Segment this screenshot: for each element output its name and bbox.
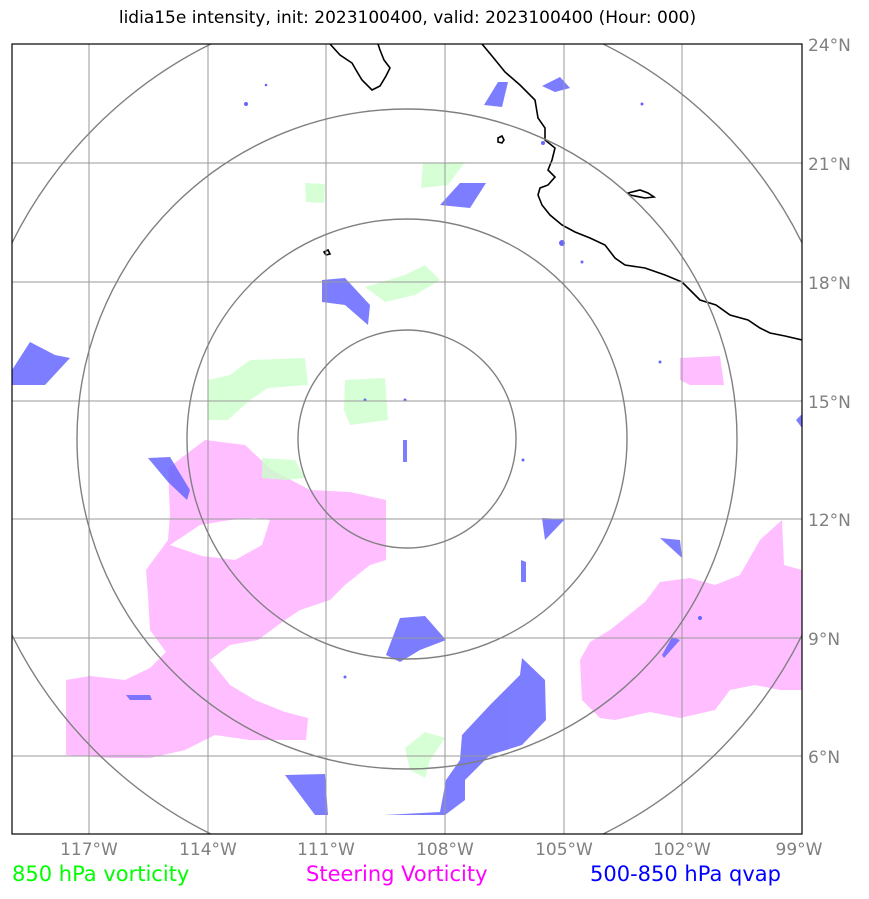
legend-qvap: 500-850 hPa qvap xyxy=(590,862,781,886)
lon-tick: 102°W xyxy=(653,840,711,860)
lat-tick: 6°N xyxy=(808,748,840,768)
lon-tick: 117°W xyxy=(60,840,118,860)
legend-850-vorticity: 850 hPa vorticity xyxy=(12,862,190,886)
range-rings xyxy=(12,44,802,834)
graticule xyxy=(12,44,802,834)
lon-tick-labels: 117°W 114°W 111°W 108°W 105°W 102°W 99°W xyxy=(60,840,823,860)
lon-tick: 111°W xyxy=(297,840,355,860)
lon-tick: 99°W xyxy=(776,840,823,860)
vorticity-850-areas xyxy=(208,162,465,778)
lon-tick: 105°W xyxy=(535,840,593,860)
lat-tick: 24°N xyxy=(808,36,851,56)
lat-tick: 12°N xyxy=(808,511,851,531)
steering-vorticity-areas xyxy=(66,356,802,758)
map-frame xyxy=(11,43,803,835)
lat-tick: 9°N xyxy=(808,630,840,650)
coastline xyxy=(322,44,802,341)
lon-tick: 108°W xyxy=(416,840,474,860)
lon-tick: 114°W xyxy=(179,840,237,860)
lat-tick: 15°N xyxy=(808,393,851,413)
qvap-areas xyxy=(12,77,802,815)
lat-tick-labels: 24°N 21°N 18°N 15°N 12°N 9°N 6°N xyxy=(808,36,851,768)
lat-tick: 18°N xyxy=(808,274,851,294)
map-title: lidia15e intensity, init: 2023100400, va… xyxy=(118,8,697,28)
lat-tick: 21°N xyxy=(808,155,851,175)
legend-steering-vorticity: Steering Vorticity xyxy=(306,862,488,886)
